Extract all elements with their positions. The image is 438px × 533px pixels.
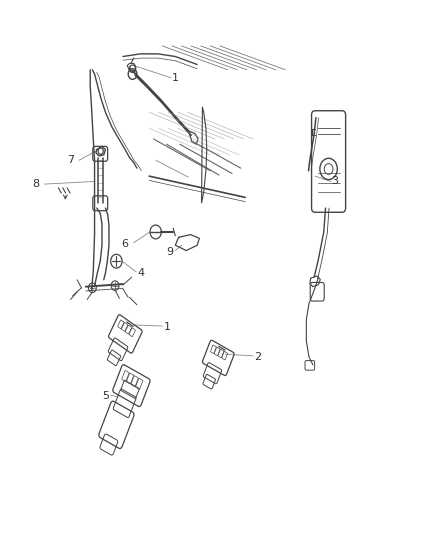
Bar [120,380,139,399]
Text: 5: 5 [102,391,109,401]
Text: 8: 8 [32,179,39,189]
Text: 1: 1 [172,73,179,83]
Text: 2: 2 [254,352,261,362]
Text: 6: 6 [122,239,129,248]
Text: 7: 7 [67,155,74,165]
Text: 4: 4 [138,268,145,278]
Text: 9: 9 [166,247,173,256]
Text: 3: 3 [332,176,339,187]
Text: 1: 1 [164,322,171,332]
